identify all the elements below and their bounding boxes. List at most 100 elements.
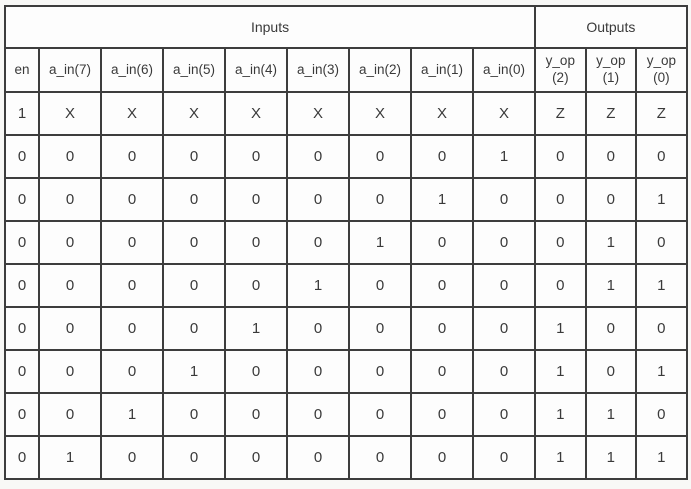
cell-a_in_5: 0 [162, 306, 226, 351]
cell-y_op_2: 0 [534, 263, 587, 308]
cell-a_in_6: 0 [100, 134, 164, 179]
column-header-a_in_5: a_in(5) [162, 47, 226, 93]
cell-a_in_1: 0 [410, 134, 474, 179]
cell-a_in_1: 0 [410, 349, 474, 394]
cell-a_in_0: 0 [471, 392, 537, 437]
cell-a_in_3: 1 [286, 263, 350, 308]
cell-y_op_1: 0 [584, 177, 638, 222]
cell-a_in_4: 0 [224, 177, 288, 222]
cell-a_in_0: X [471, 91, 537, 136]
cell-a_in_4: 0 [224, 220, 288, 265]
group-header-outputs: Outputs [534, 5, 688, 49]
column-header-a_in_2: a_in(2) [348, 47, 412, 93]
column-header-a_in_3: a_in(3) [286, 47, 350, 93]
cell-y_op_0: 1 [635, 435, 688, 480]
cell-a_in_0: 0 [471, 349, 537, 394]
column-header-y_op_0: y_op (0) [635, 47, 688, 93]
cell-y_op_0: 1 [635, 263, 688, 308]
cell-a_in_5: 0 [162, 134, 226, 179]
group-header-inputs: Inputs [3, 5, 537, 49]
cell-a_in_2: 1 [348, 220, 412, 265]
cell-y_op_2: 0 [534, 177, 587, 222]
cell-a_in_2: X [348, 91, 412, 136]
cell-a_in_1: 0 [410, 392, 474, 437]
cell-a_in_7: 0 [38, 349, 102, 394]
cell-en: 0 [4, 177, 40, 222]
cell-a_in_7: 0 [38, 220, 102, 265]
cell-a_in_1: 0 [410, 220, 474, 265]
column-header-a_in_7: a_in(7) [38, 47, 102, 93]
cell-y_op_0: 0 [635, 134, 688, 179]
column-header-y_op_1: y_op (1) [584, 47, 638, 93]
cell-a_in_7: X [38, 91, 102, 136]
cell-y_op_2: 1 [534, 435, 587, 480]
cell-a_in_2: 0 [348, 263, 412, 308]
cell-a_in_0: 0 [471, 177, 537, 222]
cell-a_in_6: 0 [100, 349, 164, 394]
cell-a_in_2: 0 [348, 392, 412, 437]
cell-a_in_2: 0 [348, 306, 412, 351]
cell-a_in_4: 0 [224, 435, 288, 480]
column-header-en: en [4, 47, 40, 93]
cell-a_in_0: 0 [471, 435, 537, 480]
cell-y_op_0: Z [635, 91, 688, 136]
cell-a_in_0: 1 [471, 134, 537, 179]
cell-a_in_5: 1 [162, 349, 226, 394]
cell-a_in_2: 0 [348, 177, 412, 222]
column-header-y_op_2: y_op (2) [534, 47, 587, 93]
column-header-a_in_1: a_in(1) [410, 47, 474, 93]
cell-a_in_1: 0 [410, 435, 474, 480]
cell-a_in_5: 0 [162, 435, 226, 480]
cell-a_in_6: 0 [100, 177, 164, 222]
cell-a_in_3: 0 [286, 306, 350, 351]
cell-y_op_2: 1 [534, 306, 587, 351]
column-header-a_in_6: a_in(6) [100, 47, 164, 93]
cell-a_in_0: 0 [471, 263, 537, 308]
cell-y_op_1: 1 [584, 220, 638, 265]
cell-a_in_6: 1 [100, 392, 164, 437]
cell-en: 0 [4, 220, 40, 265]
cell-y_op_0: 0 [635, 392, 688, 437]
cell-a_in_2: 0 [348, 435, 412, 480]
cell-a_in_3: 0 [286, 392, 350, 437]
cell-a_in_7: 0 [38, 177, 102, 222]
column-header-row: en a_in(7) a_in(6) a_in(5) a_in(4) a_in(3) a_i… [4, 47, 688, 93]
cell-en: 1 [4, 91, 40, 136]
cell-en: 0 [4, 263, 40, 308]
cell-en: 0 [4, 392, 40, 437]
cell-en: 0 [4, 134, 40, 179]
cell-y_op_0: 1 [635, 177, 688, 222]
cell-y_op_2: 1 [534, 349, 587, 394]
cell-y_op_1: 0 [584, 306, 638, 351]
cell-a_in_4: X [224, 91, 288, 136]
cell-a_in_5: 0 [162, 220, 226, 265]
encoder-truth-table: Inputs Outputs en a_in(7) a_in(6) a_in(5) a_… [3, 5, 688, 480]
cell-y_op_0: 0 [635, 306, 688, 351]
cell-a_in_5: X [162, 91, 226, 136]
cell-a_in_5: 0 [162, 392, 226, 437]
cell-a_in_3: X [286, 91, 350, 136]
cell-a_in_6: 0 [100, 263, 164, 308]
cell-a_in_3: 0 [286, 134, 350, 179]
cell-a_in_4: 0 [224, 134, 288, 179]
cell-y_op_0: 0 [635, 220, 688, 265]
cell-a_in_0: 0 [471, 220, 537, 265]
cell-y_op_1: 0 [584, 134, 638, 179]
cell-a_in_0: 0 [471, 306, 537, 351]
cell-a_in_4: 0 [224, 392, 288, 437]
cell-en: 0 [4, 349, 40, 394]
cell-y_op_1: 1 [584, 263, 638, 308]
cell-a_in_2: 0 [348, 134, 412, 179]
cell-a_in_6: 0 [100, 220, 164, 265]
cell-a_in_4: 0 [224, 263, 288, 308]
cell-a_in_3: 0 [286, 349, 350, 394]
cell-a_in_1: X [410, 91, 474, 136]
cell-y_op_0: 1 [635, 349, 688, 394]
